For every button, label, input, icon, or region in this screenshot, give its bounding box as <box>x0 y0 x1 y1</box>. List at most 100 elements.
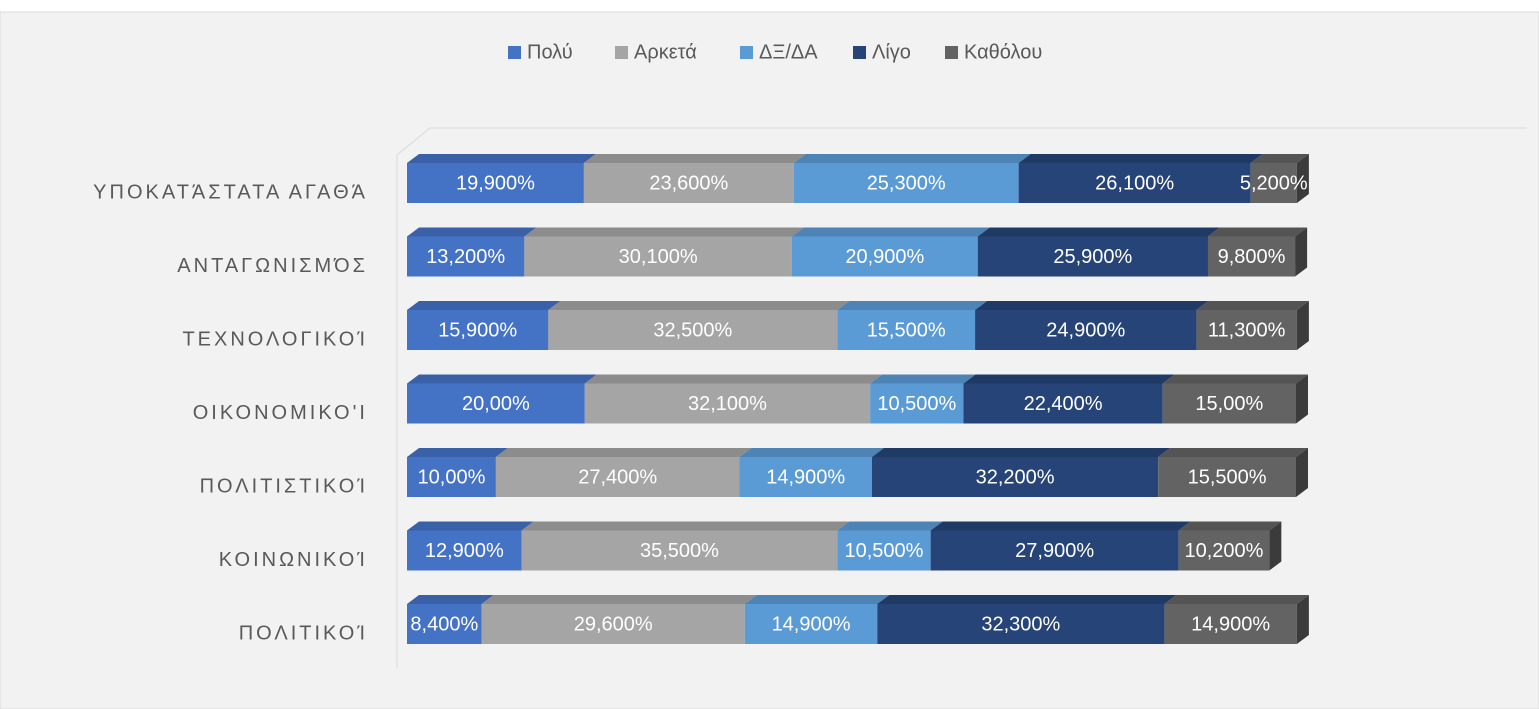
bar-top <box>837 301 988 310</box>
bar <box>495 457 740 497</box>
value-label: 27,400% <box>578 466 657 488</box>
value-label: 30,100% <box>619 246 698 268</box>
value-label: 10,200% <box>1185 540 1264 562</box>
bar-side <box>1269 521 1282 571</box>
value-label: 32,100% <box>688 393 767 415</box>
bar <box>481 604 745 644</box>
bar-side <box>1296 301 1309 350</box>
value-label: 14,900% <box>772 613 851 635</box>
bar-top <box>1164 595 1309 604</box>
bar-top <box>1018 154 1263 163</box>
legend-swatch <box>615 46 628 59</box>
legend-swatch <box>853 46 866 59</box>
bar-top <box>1162 374 1308 384</box>
bar-top <box>548 301 850 310</box>
legend-label: Καθόλου <box>964 41 1042 63</box>
bar <box>871 457 1159 497</box>
bar <box>870 383 964 424</box>
bar-top <box>407 154 596 163</box>
value-label: 20,00% <box>462 393 530 415</box>
bar <box>793 163 1019 203</box>
legend-swatch <box>945 46 958 59</box>
bar-top <box>791 227 990 237</box>
bar <box>407 163 584 203</box>
bar-top <box>739 448 884 457</box>
value-label: 35,500% <box>640 540 719 562</box>
bar-side <box>1296 374 1308 424</box>
value-label: 10,00% <box>418 466 486 488</box>
value-label: 9,800% <box>1218 246 1286 268</box>
bar <box>1207 236 1296 277</box>
bar-top <box>837 521 943 531</box>
bar-top <box>870 374 976 384</box>
value-label: 32,500% <box>653 319 732 341</box>
value-label: 24,900% <box>1046 319 1125 341</box>
value-label: 8,400% <box>410 613 478 635</box>
value-label: 23,600% <box>649 172 728 194</box>
bar-top <box>407 301 561 310</box>
bar-top <box>524 227 804 237</box>
value-label: 25,300% <box>867 172 946 194</box>
bar <box>521 530 838 571</box>
category-label: ΤΕΧΝΟΛΟΓΙΚΟΊ <box>182 328 368 350</box>
bar-top <box>481 595 757 604</box>
value-label: 12,900% <box>425 540 504 562</box>
bar-top <box>930 521 1191 531</box>
value-label: 15,900% <box>438 319 517 341</box>
value-label: 22,400% <box>1024 393 1103 415</box>
value-label: 26,100% <box>1095 172 1174 194</box>
value-label: 15,00% <box>1195 393 1263 415</box>
bar <box>877 604 1165 644</box>
category-label: ΠΟΛΙΤΙΣΤΙΚΟΊ <box>200 475 368 497</box>
category-label: ΑΝΤΑΓΩΝΙΣΜΌΣ <box>177 255 368 277</box>
bar <box>407 530 522 571</box>
bar <box>1158 457 1296 497</box>
bar-top <box>407 448 508 457</box>
bar-top <box>963 374 1175 384</box>
category-label: ΥΠΟΚΑΤΆΣΤΑΤΑ ΑΓΑΘΆ <box>93 181 368 203</box>
bar <box>1178 530 1270 571</box>
bar <box>791 236 978 277</box>
bar-top <box>1196 301 1309 310</box>
bar <box>963 383 1163 424</box>
bar-top <box>407 374 597 384</box>
bar <box>975 310 1197 350</box>
bar-top <box>407 227 537 237</box>
bar-top <box>975 301 1209 310</box>
legend: Πολύ Αρκετά ΔΞ/ΔΑ Λίγο Καθόλου <box>508 41 1042 63</box>
value-label: 15,500% <box>1188 466 1267 488</box>
bar <box>837 310 976 350</box>
bar-top <box>1178 521 1282 531</box>
bar <box>1018 163 1251 203</box>
category-label: ΚΟΙΝΩΝΙΚΟΊ <box>219 549 368 571</box>
bar <box>739 457 872 497</box>
bar-top <box>877 595 1177 604</box>
bar <box>977 236 1208 277</box>
value-label: 15,500% <box>867 319 946 341</box>
bar-top <box>407 521 534 531</box>
bar-side <box>1296 154 1309 203</box>
value-label: 20,900% <box>845 246 924 268</box>
wall-edge <box>396 127 431 156</box>
bar <box>1250 163 1297 203</box>
legend-swatch <box>740 46 753 59</box>
legend-label: Πολύ <box>527 41 573 63</box>
value-label: 29,600% <box>574 613 653 635</box>
bar <box>744 604 878 644</box>
value-label: 13,200% <box>426 246 505 268</box>
bar <box>930 530 1179 571</box>
bar-top <box>1250 154 1309 163</box>
value-label: 11,300% <box>1208 319 1286 341</box>
value-label: 19,900% <box>456 172 535 194</box>
value-label: 5,200% <box>1240 172 1308 194</box>
value-label: 27,900% <box>1015 540 1094 562</box>
bar-top <box>1158 448 1308 457</box>
bar-top <box>407 595 494 604</box>
bar <box>407 236 525 277</box>
bar-top <box>521 521 850 531</box>
bar <box>524 236 792 277</box>
bar-top <box>793 154 1031 163</box>
value-label: 32,200% <box>976 466 1055 488</box>
bar-side <box>1296 448 1308 497</box>
